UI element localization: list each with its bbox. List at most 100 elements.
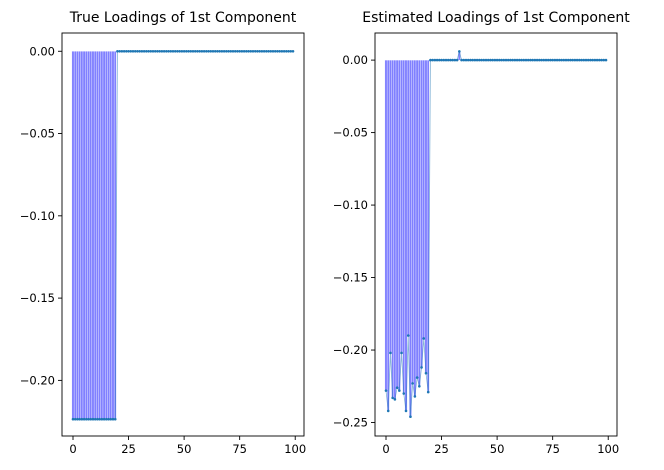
data-point (140, 49, 144, 53)
data-point (193, 49, 197, 53)
data-point (171, 49, 175, 53)
data-point (165, 49, 168, 53)
data-point (582, 58, 586, 62)
bar (105, 51, 108, 420)
data-point (586, 58, 590, 62)
data-point (107, 417, 110, 421)
y-tick-label: 0.00 (29, 44, 55, 58)
bar (107, 51, 110, 420)
data-point (153, 49, 157, 53)
bar (109, 51, 113, 420)
data-point (544, 58, 548, 62)
data-point (540, 58, 543, 62)
data-point (409, 415, 412, 419)
data-point (569, 58, 572, 62)
data-point (533, 58, 537, 62)
data-point (145, 49, 148, 53)
data-point (245, 49, 248, 53)
data-point (187, 49, 190, 53)
x-tick-label: 25 (121, 442, 136, 456)
x-tick-label: 100 (284, 442, 306, 456)
bar (85, 51, 88, 420)
data-point (602, 58, 606, 62)
data-point (207, 49, 210, 53)
data-point (162, 49, 166, 53)
data-point (424, 371, 428, 375)
data-point (173, 49, 177, 53)
data-point (391, 396, 394, 400)
bar (420, 59, 423, 368)
data-point (546, 58, 550, 62)
bar (82, 51, 86, 420)
bar (391, 59, 394, 399)
data-point (449, 58, 452, 62)
y-tick-label: 0.00 (342, 53, 368, 67)
data-point (105, 417, 108, 421)
data-point (564, 58, 568, 62)
bar (111, 51, 115, 420)
data-point (202, 49, 206, 53)
bar (404, 59, 408, 412)
data-point (404, 409, 408, 413)
data-point (493, 58, 497, 62)
y-tick-label: −0.05 (20, 127, 55, 141)
data-point (600, 58, 603, 62)
y-tick-label: −0.20 (20, 373, 55, 387)
data-point (131, 49, 135, 53)
bar (409, 59, 412, 417)
bar (78, 51, 81, 420)
data-point (253, 49, 257, 53)
data-point (578, 58, 581, 62)
data-point (267, 49, 270, 53)
data-point (444, 58, 448, 62)
data-point (469, 58, 472, 62)
data-point (242, 49, 246, 53)
data-point (231, 49, 235, 53)
bar (80, 51, 84, 420)
bar (413, 59, 417, 397)
bar (389, 59, 392, 354)
data-point (478, 58, 481, 62)
data-point (491, 58, 494, 62)
data-point (584, 58, 588, 62)
data-point (462, 58, 466, 62)
data-point (482, 58, 486, 62)
bar (422, 59, 426, 339)
data-point (502, 58, 506, 62)
data-point (93, 417, 97, 421)
bar (384, 59, 388, 391)
data-point (262, 49, 266, 53)
data-point (455, 58, 459, 62)
data-point (480, 58, 483, 62)
data-point (518, 58, 521, 62)
data-point (98, 417, 101, 421)
data-point (384, 389, 388, 392)
data-point (138, 49, 141, 53)
bar (98, 51, 101, 420)
data-point (91, 417, 95, 421)
data-point (453, 58, 457, 62)
data-point (589, 58, 592, 62)
data-point (513, 58, 517, 62)
data-point (109, 417, 113, 421)
data-point (256, 49, 259, 53)
y-tick-label: −0.25 (333, 416, 368, 430)
bar (400, 59, 403, 354)
data-point (233, 49, 237, 53)
data-point (484, 58, 488, 62)
data-point (446, 58, 450, 62)
data-point (575, 58, 579, 62)
x-tick-label: 0 (69, 442, 76, 456)
data-point (160, 49, 164, 53)
data-point (122, 49, 126, 53)
data-point (251, 49, 255, 53)
data-point (158, 49, 161, 53)
chart-panel-1: 0 25 50 75 100 0.00 −0.05 −0.10 −0.15 −0.20 True L… (20, 10, 306, 456)
data-point (411, 382, 414, 385)
data-point (433, 58, 437, 62)
data-point (558, 58, 561, 62)
data-point (560, 58, 563, 62)
data-point (260, 49, 264, 53)
data-point (111, 417, 115, 421)
